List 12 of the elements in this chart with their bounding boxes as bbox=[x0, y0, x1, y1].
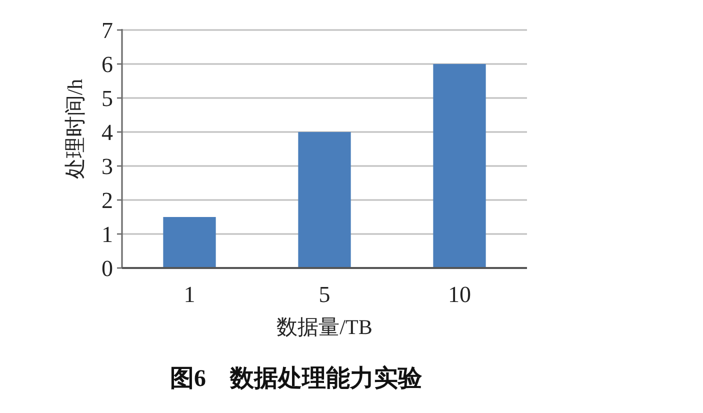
title: 图6 数据处理能力实验 bbox=[170, 366, 422, 392]
y-tick-label: 1 bbox=[102, 222, 113, 247]
x-tick-label: 1 bbox=[184, 282, 196, 307]
y-tick-label: 0 bbox=[102, 256, 113, 281]
x-tick-label: 5 bbox=[318, 282, 330, 307]
y-tick-label: 7 bbox=[102, 18, 113, 43]
x-tick-label: 10 bbox=[448, 282, 471, 307]
y-tick-label: 2 bbox=[102, 188, 113, 213]
y-tick-label: 6 bbox=[102, 52, 113, 77]
y-tick-label: 5 bbox=[102, 86, 113, 111]
y-tick-label: 4 bbox=[102, 120, 114, 145]
y-tick-label: 3 bbox=[102, 154, 113, 179]
